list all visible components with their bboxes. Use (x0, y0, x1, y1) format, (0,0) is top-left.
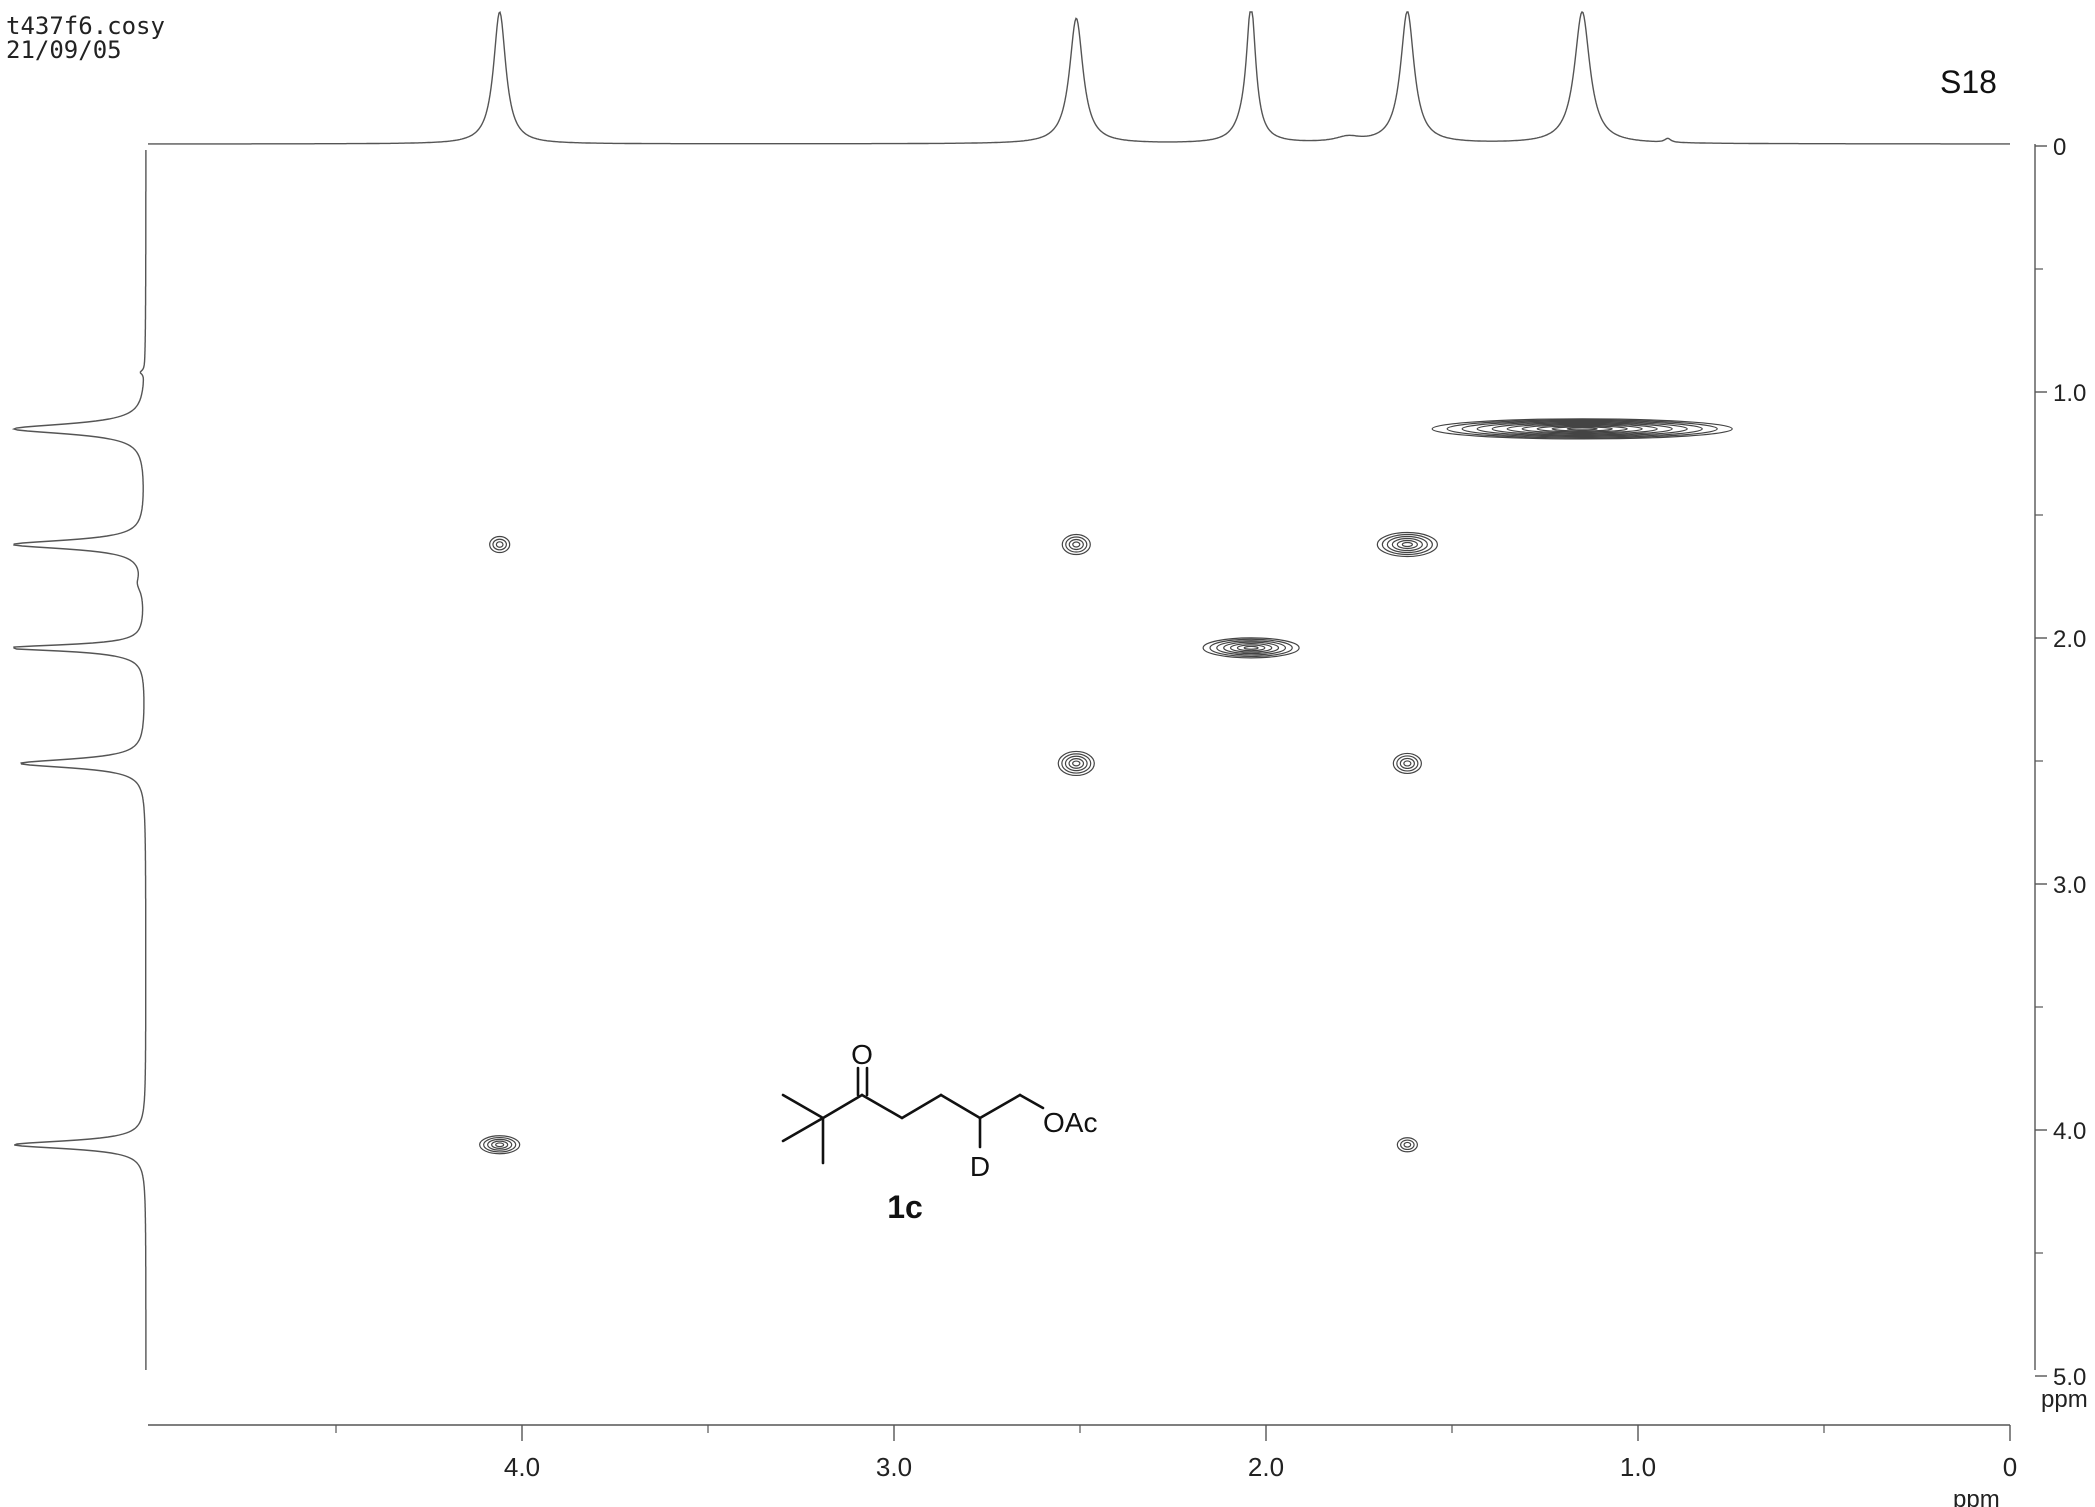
contour-line (1216, 640, 1287, 656)
contour-line (1403, 760, 1412, 767)
contour-line (1223, 641, 1280, 655)
contour-line (1392, 752, 1422, 775)
contour-line (1401, 541, 1413, 548)
y-tick-label: 5.0 (2053, 1364, 2086, 1391)
y-tick-label: 1.0 (2053, 380, 2086, 407)
y-tick-label: 2.0 (2053, 626, 2086, 653)
deuterium-label: D (970, 1151, 990, 1182)
contour-line (1072, 760, 1081, 767)
bond-chain-2 (900, 1093, 943, 1120)
cross-peak (489, 535, 511, 554)
contour-line (1403, 1141, 1412, 1148)
compound-label: 1c (887, 1189, 923, 1225)
contour-line (1057, 750, 1095, 777)
y-tick-label: 3.0 (2053, 872, 2086, 899)
y-axis-unit-label: ppm (2041, 1386, 2088, 1413)
x-tick-label: 3.0 (876, 1452, 912, 1482)
contour-line (1491, 422, 1673, 436)
cross-peak (1061, 533, 1091, 556)
contour-line (1202, 637, 1300, 659)
contour-line (1229, 642, 1273, 653)
carbonyl-oxygen-label: O (851, 1039, 873, 1070)
contour-line (1236, 644, 1266, 652)
contour-line (1381, 533, 1433, 556)
contour-line (1064, 755, 1088, 772)
contour-line (492, 538, 507, 551)
contour-line (1521, 424, 1643, 434)
diagonal-peak (1057, 750, 1095, 777)
bond-ester (1018, 1093, 1045, 1110)
contour-peaks (479, 418, 1733, 1155)
page-label: S18 (1940, 64, 1997, 100)
contour-line (1065, 536, 1088, 553)
x-axis: 4.0 3.0 2.0 1.0 0 ppm (148, 1424, 2017, 1507)
bond-methyl-lower (781, 1116, 825, 1143)
bond-chain-3 (939, 1093, 982, 1120)
bond-chain-1 (860, 1093, 904, 1120)
contour-line (479, 1135, 521, 1155)
x-tick-label: 4.0 (504, 1452, 540, 1482)
x-axis-ticks: 4.0 3.0 2.0 1.0 0 (335, 1425, 2017, 1482)
spectrum-date: 21/09/05 (6, 36, 122, 64)
diagonal-peak (1202, 637, 1300, 659)
y-axis: 0 1.0 2.0 3.0 4.0 5.0 ppm (2034, 134, 2088, 1413)
bond-methyl-upper (781, 1093, 825, 1120)
x-tick-label: 2.0 (1248, 1452, 1284, 1482)
contour-line (1068, 758, 1085, 769)
contour-line (1446, 419, 1718, 439)
contour-line (483, 1136, 517, 1153)
y-tick-label: 4.0 (2053, 1118, 2086, 1145)
contour-line (489, 535, 511, 554)
x-axis-unit-label: ppm (1953, 1486, 2000, 1507)
bond-quaternary-carbonyl (821, 1093, 864, 1120)
contour-line (1061, 533, 1091, 556)
x-tick-label: 1.0 (1620, 1452, 1656, 1482)
contour-line (1506, 423, 1658, 435)
x-tick-label: 0 (2003, 1452, 2017, 1482)
cross-peak (1392, 752, 1422, 775)
contour-line (1068, 538, 1084, 551)
f1-projection-trace (11, 150, 147, 1370)
contour-line (1566, 427, 1598, 431)
contour-line (1461, 420, 1703, 438)
y-axis-ticks: 0 1.0 2.0 3.0 4.0 5.0 (2035, 134, 2086, 1391)
contour-line (1431, 418, 1733, 440)
contour-line (1551, 426, 1613, 432)
contour-line (1396, 1137, 1418, 1153)
contour-line (1061, 753, 1092, 774)
contour-line (1386, 535, 1428, 554)
diagonal-peak (479, 1135, 521, 1155)
acetate-label: OAc (1043, 1107, 1097, 1138)
diagonal-peak (1376, 531, 1438, 558)
contour-line (1536, 425, 1628, 433)
spectrum-filename: t437f6.cosy (6, 12, 165, 40)
contour-line (487, 1138, 513, 1151)
contour-line (1209, 638, 1293, 658)
contour-line (1376, 531, 1438, 558)
contour-line (495, 1142, 505, 1148)
contour-line (1243, 645, 1259, 650)
cross-peak (1396, 1137, 1418, 1153)
contour-line (1396, 755, 1419, 772)
diagonal-peak (1431, 418, 1733, 440)
contour-line (1072, 541, 1081, 548)
f2-projection-trace (148, 10, 2010, 145)
contour-line (495, 541, 504, 548)
compound-structure (781, 1066, 1045, 1165)
contour-line (1399, 757, 1415, 770)
contour-line (1391, 537, 1423, 552)
contour-line (1396, 539, 1418, 550)
contour-line (491, 1140, 509, 1149)
contour-line (1400, 1139, 1415, 1151)
y-tick-label: 0 (2053, 134, 2066, 161)
bond-chain-4 (978, 1093, 1022, 1120)
contour-line (1476, 421, 1688, 437)
